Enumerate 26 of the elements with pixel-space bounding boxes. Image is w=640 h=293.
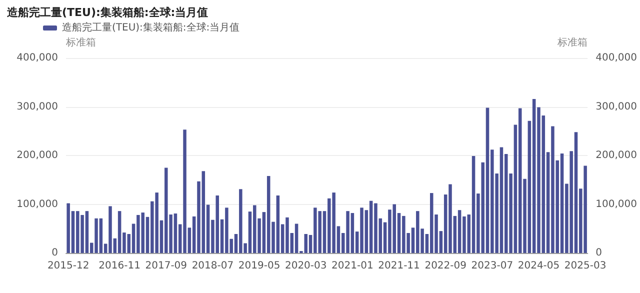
- x-tick-label: 2019-05: [238, 260, 280, 272]
- y2-tick-label: 400,000: [596, 52, 638, 64]
- x-tick-label: 2018-07: [192, 260, 234, 272]
- y2-tick-label: 100,000: [596, 198, 638, 210]
- x-tick-label: 2015-12: [47, 260, 90, 272]
- y-tick-label: 400,000: [16, 52, 58, 64]
- x-tick-label: 2017-09: [145, 260, 188, 272]
- x-tick-label: 2025-03: [564, 260, 606, 272]
- x-tick-label: 2016-11: [98, 260, 140, 272]
- x-tick-label: 2024-05: [518, 260, 560, 272]
- x-tick-label: 2021-11: [378, 260, 420, 272]
- x-tick-label: 2020-03: [284, 260, 327, 272]
- x-tick-label: 2022-09: [424, 260, 466, 272]
- y-tick-label: 0: [52, 248, 58, 258]
- y2-axis-title: 标准箱: [556, 36, 588, 48]
- x-tick-label: 2023-07: [471, 260, 514, 272]
- y2-tick-label: 200,000: [596, 150, 638, 161]
- x-tick-label: 2021-01: [332, 260, 374, 272]
- y-axis-title: 标准箱: [65, 36, 96, 48]
- y-tick-label: 300,000: [16, 101, 58, 112]
- y2-tick-label: 0: [596, 248, 602, 258]
- y-tick-label: 100,000: [16, 198, 58, 210]
- chart-title: 造船完工量(TEU):集装箱船:全球:当月值: [6, 6, 208, 19]
- y-tick-label: 200,000: [16, 150, 58, 161]
- legend-label: 造船完工量(TEU):集装箱船:全球:当月值: [62, 22, 240, 34]
- y2-tick-label: 300,000: [596, 101, 638, 112]
